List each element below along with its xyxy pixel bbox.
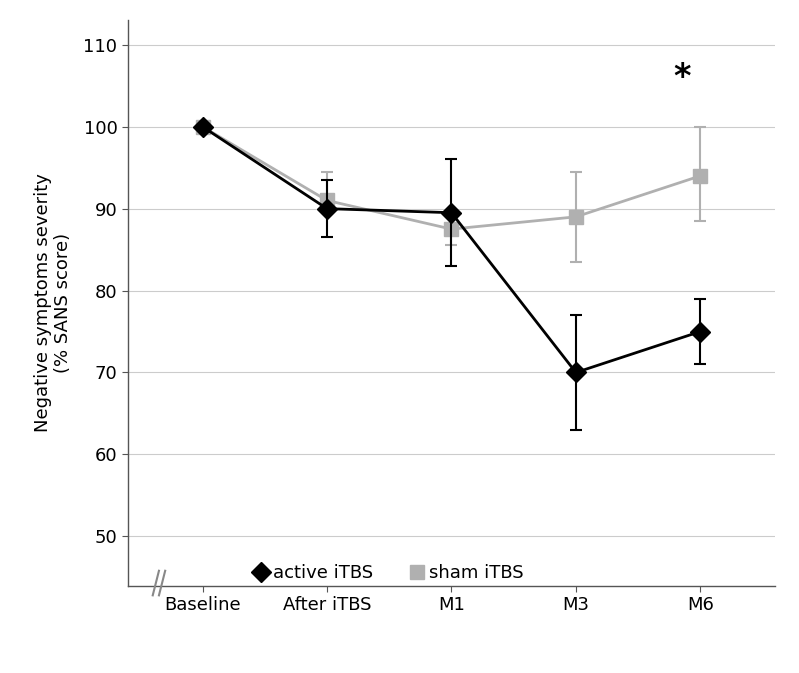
- Text: *: *: [673, 61, 690, 94]
- Legend: active iTBS, sham iTBS: active iTBS, sham iTBS: [253, 564, 524, 582]
- Y-axis label: Negative symptoms severity
(% SANS score): Negative symptoms severity (% SANS score…: [34, 174, 73, 432]
